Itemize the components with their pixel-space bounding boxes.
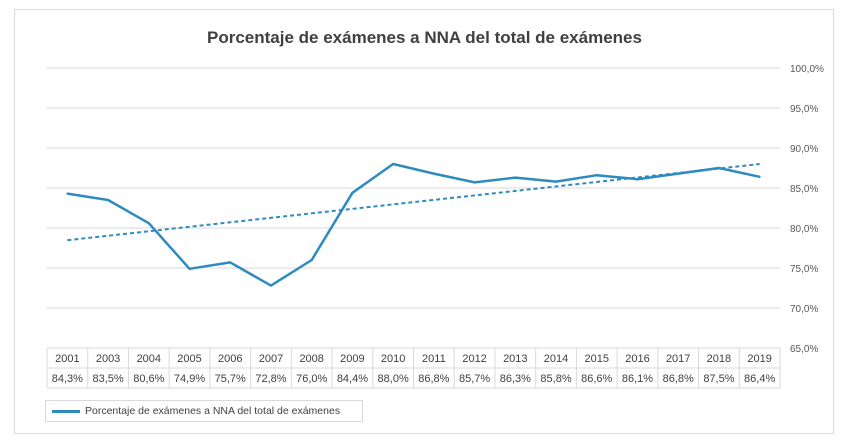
category-label: 2003 [96, 353, 120, 365]
y-tick-label: 90,0% [790, 144, 818, 155]
value-label: 86,3% [500, 373, 531, 385]
chart-title: Porcentaje de exámenes a NNA del total d… [207, 28, 642, 47]
y-tick-label: 100,0% [790, 64, 824, 75]
y-tick-label: 85,0% [790, 184, 818, 195]
category-label: 2010 [381, 353, 405, 365]
value-label: 86,4% [744, 373, 775, 385]
data-point [107, 199, 110, 201]
data-point [188, 267, 191, 270]
category-label: 2009 [340, 353, 364, 365]
data-point [758, 175, 761, 178]
value-label: 75,7% [215, 373, 246, 385]
category-label: 2015 [585, 353, 609, 365]
category-label: 2001 [55, 353, 79, 365]
data-point [392, 163, 395, 165]
data-point [677, 172, 680, 175]
data-point [351, 191, 354, 194]
value-label: 84,4% [337, 373, 368, 385]
data-point [310, 259, 313, 261]
value-label: 80,6% [133, 373, 164, 385]
value-label: 85,8% [540, 373, 571, 385]
chart-frame [14, 9, 834, 434]
value-label: 86,1% [622, 373, 653, 385]
data-point [717, 167, 720, 169]
category-label: 2004 [137, 353, 161, 365]
category-label: 2013 [503, 353, 527, 365]
data-point [432, 172, 435, 175]
y-tick-label: 65,0% [790, 344, 818, 355]
category-label: 2006 [218, 353, 242, 365]
value-label: 76,0% [296, 373, 327, 385]
category-label: 2018 [707, 353, 731, 365]
y-tick-label: 75,0% [790, 264, 818, 275]
data-point [66, 192, 69, 195]
data-point [595, 174, 598, 177]
value-label: 85,7% [459, 373, 490, 385]
category-label: 2005 [177, 353, 201, 365]
category-label: 2019 [747, 353, 771, 365]
data-point [473, 181, 476, 184]
y-tick-label: 70,0% [790, 304, 818, 315]
data-point [636, 178, 639, 181]
y-tick-label: 80,0% [790, 224, 818, 235]
legend-swatch [52, 409, 80, 413]
y-tick-label: 95,0% [790, 104, 818, 115]
category-label: 2011 [422, 353, 446, 365]
data-point [229, 261, 232, 264]
data-point [269, 284, 272, 287]
value-label: 86,8% [663, 373, 694, 385]
value-label: 86,8% [418, 373, 449, 385]
value-label: 74,9% [174, 373, 205, 385]
value-label: 87,5% [703, 373, 734, 385]
category-label: 2014 [544, 353, 568, 365]
category-label: 2008 [299, 353, 323, 365]
data-point [555, 180, 558, 183]
category-label: 2016 [625, 353, 649, 365]
data-point [514, 176, 517, 179]
legend: Porcentaje de exámenes a NNA del total d… [45, 400, 363, 422]
value-label: 84,3% [52, 373, 83, 385]
category-label: 2012 [462, 353, 486, 365]
series-line [67, 162, 760, 287]
value-label: 86,6% [581, 373, 612, 385]
value-label: 83,5% [92, 373, 123, 385]
value-label: 72,8% [255, 373, 286, 385]
category-label: 2017 [666, 353, 690, 365]
data-point [147, 222, 150, 225]
legend-label: Porcentaje de exámenes a NNA del total d… [85, 405, 341, 417]
category-label: 2007 [259, 353, 283, 365]
value-label: 88,0% [378, 373, 409, 385]
